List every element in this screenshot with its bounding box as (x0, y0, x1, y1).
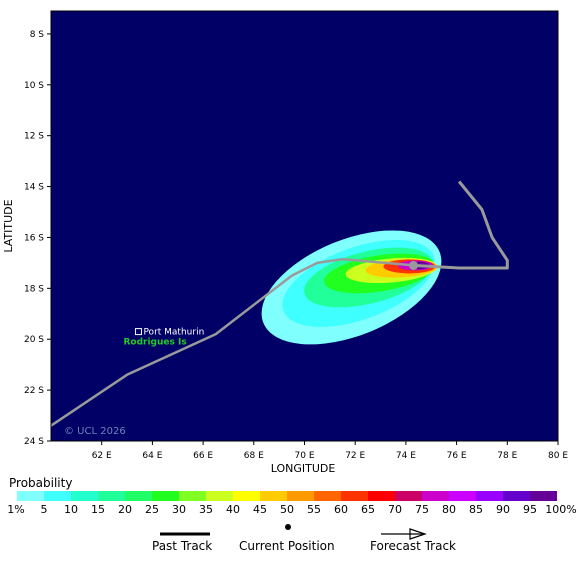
lat-tick-label: 22 S (24, 386, 44, 396)
legend-swatch (314, 491, 341, 501)
lon-tick-label: 62 E (92, 451, 112, 461)
lon-tick-label: 76 E (447, 451, 467, 461)
lon-tick-label: 72 E (345, 451, 365, 461)
legend-swatch (260, 491, 287, 501)
lon-tick-label: 74 E (396, 451, 416, 461)
legend-level-label: 10 (64, 503, 78, 516)
legend-swatch (152, 491, 179, 501)
legend-level-label: 45 (253, 503, 267, 516)
legend-level-label: 1% (7, 503, 25, 516)
legend-level-label: 70 (388, 503, 402, 516)
lat-tick-label: 8 S (30, 30, 45, 40)
legend-swatch (98, 491, 125, 501)
legend-swatch (44, 491, 71, 501)
legend-level-label: 30 (172, 503, 186, 516)
past-track-line (50, 257, 414, 427)
lat-tick-label: 10 S (24, 81, 44, 91)
legend-swatch (71, 491, 98, 501)
legend-swatch (422, 491, 449, 501)
legend-level-label: 15 (91, 503, 105, 516)
legend-level-label: 5 (40, 503, 48, 516)
copyright-notice: © UCL 2026 (64, 426, 126, 437)
forecast-track-line (413, 180, 509, 270)
legend-swatch (341, 491, 368, 501)
legend-level-label: 50 (280, 503, 294, 516)
lon-tick-label: 66 E (193, 451, 213, 461)
lat-tick-label: 20 S (24, 335, 44, 345)
legend-swatch (206, 491, 233, 501)
current-position-label: Current Position (239, 539, 335, 553)
lon-tick-label: 78 E (497, 451, 517, 461)
x-axis-title: LONGITUDE (271, 462, 336, 475)
legend-level-label: 60 (334, 503, 348, 516)
legend-level-label: 75 (415, 503, 429, 516)
lon-tick-label: 68 E (244, 451, 264, 461)
lon-tick-label: 80 E (548, 451, 568, 461)
cyclone-track (50, 180, 509, 427)
legend-level-label: 25 (145, 503, 159, 516)
legend-swatch (233, 491, 260, 501)
latitude-axis: 8 S 10 S 12 S 14 S 16 S 18 S 20 S 22 S 24 S (24, 30, 51, 447)
longitude-axis: 62 E 64 E 66 E 68 E 70 E 72 E 74 E 76 E 78 E 80 E (92, 441, 568, 461)
lat-tick-label: 14 S (24, 183, 44, 193)
legend-swatch (125, 491, 152, 501)
probability-scale-labels: 1% 5 10 15 20 25 30 35 40 45 50 55 60 65 70 75 80 85 90 95 1… (0, 503, 580, 517)
legend-level-label: 55 (307, 503, 321, 516)
lon-tick-label: 70 E (295, 451, 315, 461)
legend-swatch (17, 491, 44, 501)
legend-swatch (476, 491, 503, 501)
lat-tick-label: 18 S (24, 284, 44, 294)
legend-swatch (530, 491, 557, 501)
legend-level-label: 90 (496, 503, 510, 516)
past-track-label: Past Track (152, 539, 213, 553)
current-position-key-dot (285, 524, 291, 530)
legend-level-label: 80 (442, 503, 456, 516)
legend-level-label: 65 (361, 503, 375, 516)
map-background (51, 11, 558, 441)
legend-level-label: 85 (469, 503, 483, 516)
rodrigues-island-label: Rodrigues Is (123, 338, 186, 348)
legend-swatch (449, 491, 476, 501)
forecast-track-label: Forecast Track (370, 539, 456, 553)
legend-swatch (287, 491, 314, 501)
current-position-marker (409, 260, 419, 270)
lat-tick-label: 12 S (24, 132, 44, 142)
forecast-track-key-arrowhead (409, 528, 427, 540)
port-mathurin-label: Port Mathurin (143, 328, 204, 338)
legend-swatch (368, 491, 395, 501)
lat-tick-label: 24 S (24, 437, 44, 447)
lat-tick-label: 16 S (24, 233, 44, 243)
legend-swatch (395, 491, 422, 501)
y-axis-title: LATITUDE (2, 199, 15, 252)
legend-swatch (179, 491, 206, 501)
legend-level-label: 20 (118, 503, 132, 516)
lon-tick-label: 64 E (142, 451, 162, 461)
legend-level-label: 40 (226, 503, 240, 516)
legend-swatch (503, 491, 530, 501)
probability-color-scale (17, 491, 557, 501)
legend-level-label: 35 (199, 503, 213, 516)
port-mathurin-marker (134, 328, 142, 336)
legend-title: Probability (9, 476, 73, 490)
legend-level-label: 95 (523, 503, 537, 516)
legend-level-label: 100% (545, 503, 577, 516)
